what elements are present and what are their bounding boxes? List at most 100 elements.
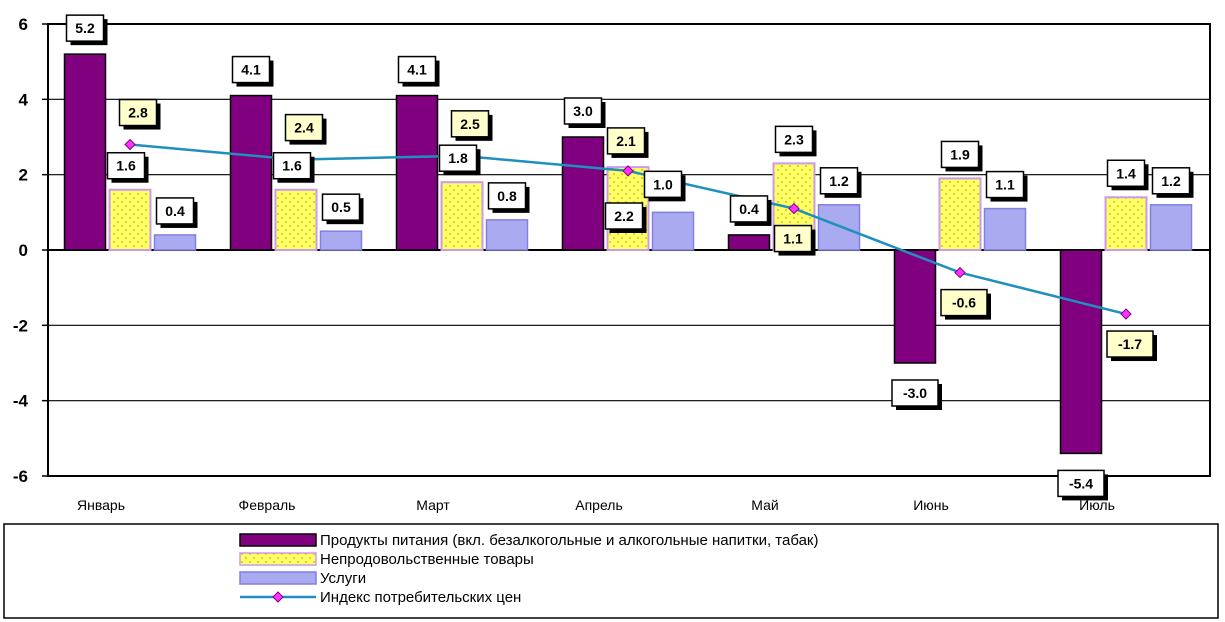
label-cpi-4: 2.1 (616, 133, 636, 149)
label-nonfood-1-box (106, 151, 146, 180)
bar-series-1-5 (727, 234, 771, 251)
legend: Продукты питания (вкл. безалкогольные и … (3, 523, 1219, 619)
label-food-1-box (65, 14, 105, 42)
y-tick-label: 0 (19, 241, 28, 260)
bar-series-1-6 (893, 249, 937, 364)
legend-label-4: Индекс потребительских цен (320, 589, 521, 606)
legend-frame (3, 523, 1219, 619)
label-food-7-box (1057, 469, 1105, 498)
label-nonfood-6: 1.9 (950, 146, 970, 162)
cpi-marker-1 (124, 138, 136, 151)
label-services-5: 1.2 (829, 173, 849, 189)
cpi-marker-6 (954, 266, 966, 279)
label-services-1-box (155, 197, 195, 225)
x-category-label: Июнь (913, 497, 949, 513)
bar-series-3-5 (817, 204, 861, 251)
bar-series-2-6 (938, 177, 982, 251)
label-nonfood-4-box (604, 202, 644, 230)
label-food-7: -5.4 (1069, 475, 1093, 491)
label-nonfood-2-box (272, 151, 312, 180)
label-food-5-box (729, 195, 769, 223)
label-cpi-5-box (773, 224, 813, 253)
y-tick-labels: 6 4 2 0 -2 -4 -6 (13, 15, 29, 486)
label-nonfood-3-box (438, 144, 478, 172)
label-cpi-2-box (284, 113, 324, 142)
label-cpi-4-box (606, 127, 646, 155)
cpi-marker-4 (622, 165, 634, 177)
label-cpi-2: 2.4 (294, 120, 314, 136)
bar-series-1-7 (1059, 249, 1103, 455)
label-nonfood-5: 2.3 (784, 131, 804, 147)
bar-series-3-1 (153, 234, 197, 251)
label-food-1: 5.2 (75, 20, 95, 36)
label-cpi-5: 1.1 (783, 231, 803, 247)
label-cpi-1-box (118, 98, 158, 127)
x-category-label: Март (416, 497, 450, 513)
bar-series-2-7 (1104, 196, 1148, 251)
x-category-label: Апрель (575, 497, 623, 513)
legend-swatch-3 (239, 571, 317, 585)
x-category-label: Февраль (239, 497, 296, 513)
legend-label-3: Услуги (320, 570, 366, 587)
label-services-7: 1.2 (1161, 173, 1181, 189)
label-services-3: 0.8 (497, 188, 517, 204)
label-nonfood-5-box (774, 125, 814, 154)
y-tick-label: -4 (13, 392, 29, 411)
data-labels: 5.2 1.6 0.4 2.8 4.1 1.6 0.5 2.4 4.1 1.8 0.8 2.5 3.0 2… (65, 14, 1194, 501)
x-category-label: Январь (77, 497, 125, 513)
label-services-7-box (1151, 167, 1191, 195)
label-cpi-6-box (940, 288, 988, 317)
label-cpi-3: 2.5 (460, 116, 480, 132)
label-services-1: 0.4 (165, 203, 185, 219)
x-category-labels: Январь Февраль Март Апрель Май Июнь Июль (77, 497, 1115, 513)
label-food-3-box (397, 55, 437, 84)
label-services-6-box (985, 170, 1025, 199)
legend-label-1: Продукты питания (вкл. безалкогольные и … (320, 532, 818, 549)
label-food-4-box (563, 97, 603, 125)
bar-series-1-3 (395, 94, 439, 251)
label-cpi-1: 2.8 (128, 105, 148, 121)
label-cpi-3-box (450, 110, 490, 138)
legend-label-2: Непродовольственные товары (320, 551, 534, 568)
label-services-2-box (321, 193, 361, 221)
y-tick-label: 6 (19, 15, 28, 34)
label-food-5: 0.4 (739, 201, 759, 217)
bar-series-1-4 (561, 136, 605, 251)
bar-series-2-2 (274, 188, 318, 252)
label-nonfood-3: 1.8 (448, 150, 468, 166)
bars (63, 53, 1193, 455)
label-nonfood-2: 1.6 (282, 158, 302, 174)
label-food-3: 4.1 (407, 62, 427, 78)
legend-swatch-1 (239, 533, 317, 547)
y-tick-label: 2 (19, 166, 28, 185)
bar-series-1-1 (63, 53, 107, 251)
y-tick-label: -2 (13, 316, 28, 335)
bar-series-3-4 (651, 211, 695, 251)
label-services-2: 0.5 (331, 199, 351, 215)
label-services-4: 1.0 (653, 176, 673, 192)
y-tick-label: 4 (19, 90, 29, 109)
label-nonfood-6-box (940, 140, 980, 169)
label-food-2-box (231, 55, 271, 84)
label-nonfood-7: 1.4 (1116, 165, 1136, 181)
label-cpi-7: -1.7 (1118, 336, 1142, 352)
label-nonfood-4: 2.2 (614, 208, 634, 224)
label-nonfood-7-box (1106, 159, 1146, 188)
bar-series-1-2 (229, 94, 273, 251)
bar-series-2-3 (440, 181, 484, 251)
label-food-6-box (891, 379, 939, 407)
x-category-label: Май (751, 497, 778, 513)
label-services-4-box (643, 170, 683, 199)
label-food-6: -3.0 (903, 385, 927, 401)
bar-series-3-7 (1149, 204, 1193, 251)
label-food-4: 3.0 (573, 103, 593, 119)
label-cpi-6: -0.6 (952, 295, 976, 311)
label-cpi-7-box (1106, 330, 1154, 358)
label-nonfood-1: 1.6 (116, 158, 136, 174)
bar-series-3-3 (485, 219, 529, 251)
legend-swatch-2 (239, 552, 317, 566)
label-services-3-box (487, 182, 527, 210)
bar-series-2-1 (108, 188, 152, 252)
bar-series-3-6 (983, 207, 1027, 251)
